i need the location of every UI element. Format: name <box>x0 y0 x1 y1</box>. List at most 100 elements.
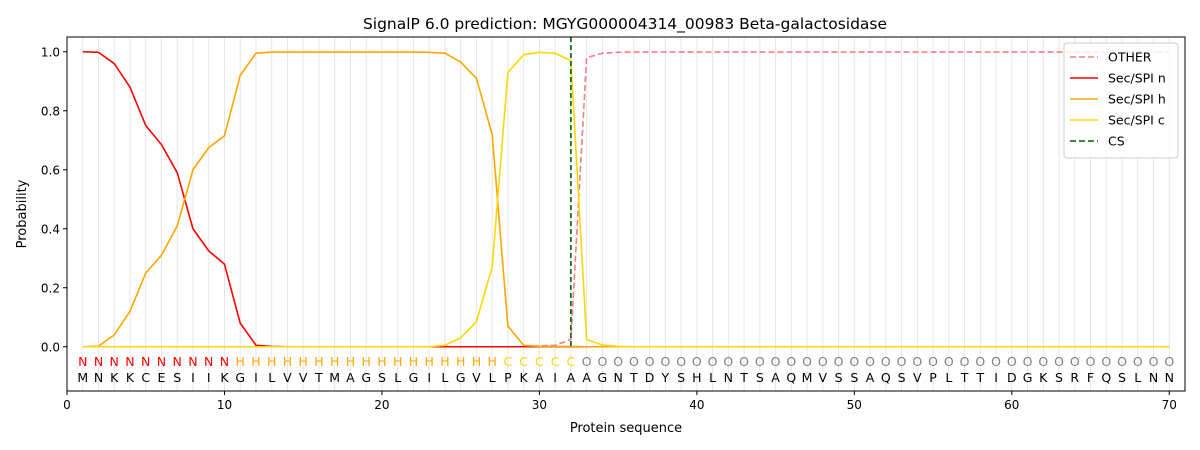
legend-label: Sec/SPI n <box>1108 71 1166 86</box>
residue-letter: L <box>394 370 401 385</box>
residue-state-label: H <box>298 354 307 369</box>
residue-letter: A <box>866 370 875 385</box>
residue-state-label: H <box>424 354 433 369</box>
residue-state-label: C <box>519 354 528 369</box>
residue-state-label: N <box>94 354 103 369</box>
residue-state-label: H <box>251 354 260 369</box>
y-tick-label: 0.6 <box>41 163 60 177</box>
residue-letter: L <box>1134 370 1141 385</box>
residue-state-label: N <box>188 354 197 369</box>
residue-letter: L <box>441 370 448 385</box>
legend-label: Sec/SPI c <box>1108 113 1165 128</box>
residue-letter: N <box>613 370 622 385</box>
series-line-sec-spi-n <box>82 50 1170 348</box>
residue-letter: R <box>1070 370 1079 385</box>
residue-letter: M <box>802 370 813 385</box>
residue-letter: G <box>409 370 419 385</box>
residue-state-label: O <box>597 354 607 369</box>
residue-letter: S <box>898 370 906 385</box>
chart-title: SignalP 6.0 prediction: MGYG000004314_00… <box>363 15 887 34</box>
axes-layer: 0 10 20 30 40 50 60 70 0.0 0.2 0.4 0.6 0.8 1.0 <box>41 45 1177 412</box>
residue-state-label: C <box>567 354 576 369</box>
plot-frame <box>66 36 1186 392</box>
residue-state-label: O <box>991 354 1001 369</box>
residue-state-label: O <box>1054 354 1064 369</box>
residue-letter: N <box>1149 370 1158 385</box>
residue-letter: T <box>975 370 984 385</box>
residue-letter: G <box>235 370 245 385</box>
residue-letter: M <box>329 370 340 385</box>
residue-letter: Q <box>786 370 796 385</box>
residue-letter: I <box>553 370 557 385</box>
x-tick-label: 70 <box>1162 398 1177 412</box>
residue-state-label: N <box>173 354 182 369</box>
residue-letter: D <box>645 370 655 385</box>
residue-state-label: O <box>802 354 812 369</box>
residue-state-label: O <box>912 354 922 369</box>
residue-state-label: O <box>786 354 796 369</box>
residue-letter: N <box>94 370 103 385</box>
residue-state-label: O <box>975 354 985 369</box>
residue-letter: G <box>361 370 371 385</box>
residue-state-label: H <box>314 354 323 369</box>
residue-letter: S <box>378 370 386 385</box>
y-tick-label: 0.8 <box>41 104 60 118</box>
residue-letter: S <box>835 370 843 385</box>
residue-state-label: O <box>928 354 938 369</box>
x-tick-label: 30 <box>532 398 547 412</box>
residue-letter: N <box>1165 370 1174 385</box>
residue-state-label: N <box>141 354 150 369</box>
residue-letter: V <box>819 370 828 385</box>
residue-state-label: O <box>692 354 702 369</box>
residue-letter: G <box>456 370 466 385</box>
residue-state-label: O <box>755 354 765 369</box>
residue-letter: D <box>1007 370 1017 385</box>
residue-letter: K <box>220 370 229 385</box>
residue-state-label: O <box>1086 354 1096 369</box>
y-tick-label: 1.0 <box>41 45 60 59</box>
residue-letter: C <box>141 370 150 385</box>
residue-state-label: O <box>1101 354 1111 369</box>
residue-letter: P <box>929 370 937 385</box>
residue-letter: K <box>126 370 135 385</box>
residue-state-label: O <box>676 354 686 369</box>
residue-state-label: H <box>283 354 292 369</box>
legend-box <box>1063 42 1179 159</box>
residue-state-label: H <box>409 354 418 369</box>
legend-label: OTHER <box>1108 50 1152 65</box>
residue-state-label: C <box>504 354 513 369</box>
residue-letter: G <box>598 370 608 385</box>
residue-letter: S <box>756 370 764 385</box>
residue-letter: A <box>771 370 780 385</box>
series-layer <box>82 50 1170 348</box>
residue-letter: G <box>1023 370 1033 385</box>
residue-letter: S <box>1055 370 1063 385</box>
residue-letter: T <box>960 370 969 385</box>
residue-state-label: N <box>204 354 213 369</box>
residue-letter: Y <box>661 370 670 385</box>
residue-state-label: O <box>1133 354 1143 369</box>
residue-letter: N <box>724 370 733 385</box>
residue-letter: P <box>504 370 512 385</box>
residue-state-label: H <box>456 354 465 369</box>
residue-state-label: N <box>125 354 134 369</box>
residue-state-label: O <box>723 354 733 369</box>
x-tick-label: 20 <box>374 398 389 412</box>
residue-letter: T <box>629 370 638 385</box>
residue-letter: T <box>314 370 323 385</box>
residue-state-label: H <box>361 354 370 369</box>
residue-state-label: O <box>1149 354 1159 369</box>
series-line-other <box>82 51 1170 348</box>
residue-state-label: O <box>1038 354 1048 369</box>
residue-state-label: N <box>157 354 166 369</box>
y-tick-label: 0.2 <box>41 281 60 295</box>
residue-state-label: O <box>645 354 655 369</box>
x-tick-label: 50 <box>847 398 862 412</box>
residue-letter: V <box>472 370 481 385</box>
residue-letter: Q <box>1101 370 1111 385</box>
residue-state-label: O <box>582 354 592 369</box>
residue-letter: S <box>850 370 858 385</box>
residue-letter: I <box>254 370 258 385</box>
